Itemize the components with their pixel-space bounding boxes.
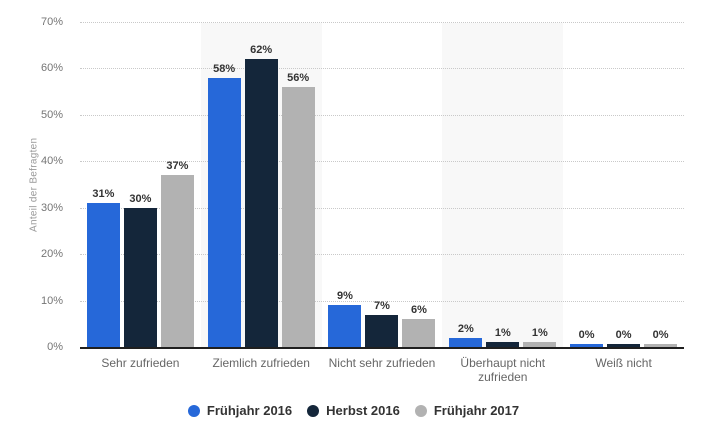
bar[interactable]: 9%: [328, 290, 362, 347]
y-tick-label: 40%: [40, 155, 63, 168]
legend-label: Frühjahr 2017: [433, 403, 520, 418]
bar-value-label: 56%: [287, 72, 310, 84]
bar[interactable]: 7%: [365, 300, 399, 347]
bar[interactable]: 37%: [160, 160, 194, 347]
y-tick-label: 20%: [40, 248, 63, 261]
bar-value-label: 6%: [411, 304, 427, 317]
bar-value-label: 37%: [166, 160, 189, 173]
bar-value-label: 31%: [92, 188, 115, 201]
legend-label: Herbst 2016: [326, 403, 400, 418]
bar-value-label: 9%: [337, 290, 353, 303]
legend: Frühjahr 2016 Herbst 2016 Frühjahr 2017: [0, 403, 707, 418]
bar-value-label: 0%: [615, 329, 632, 341]
y-axis-ticks: 0% 10% 20% 30% 40% 50% 60% 70%: [0, 16, 63, 353]
bar[interactable]: 0%: [607, 329, 641, 347]
legend-label: Frühjahr 2016: [206, 403, 293, 418]
bar-value-label: 58%: [213, 62, 236, 75]
bar[interactable]: 1%: [486, 327, 520, 347]
bar-value-label: 0%: [652, 329, 669, 341]
gridline: [80, 254, 684, 256]
bar-value-label: 62%: [250, 44, 273, 57]
plot-area: 31% 30% 37% 58% 62% 56% 9% 7% 6% 2% 1% 1% 0% 0% 0%: [80, 22, 684, 349]
bar[interactable]: 56%: [281, 72, 315, 347]
category-label: Überhaupt nicht zufrieden: [460, 356, 546, 385]
bar[interactable]: 62%: [244, 44, 278, 347]
bar[interactable]: 58%: [207, 63, 241, 347]
category-label: Sehr zufrieden: [101, 356, 180, 370]
y-tick-label: 10%: [40, 294, 63, 307]
legend-swatch-icon: [307, 404, 320, 417]
legend-item[interactable]: Frühjahr 2016: [187, 403, 293, 418]
gridline: [80, 68, 684, 70]
bar[interactable]: 6%: [402, 304, 436, 347]
gridline: [80, 207, 684, 209]
y-tick-label: 0%: [47, 341, 63, 353]
bar-group: 0% 0% 0%: [563, 22, 684, 347]
y-tick-label: 70%: [40, 16, 63, 28]
bar-value-label: 2%: [457, 322, 474, 335]
y-tick-label: 30%: [40, 201, 63, 214]
bar[interactable]: 31%: [86, 188, 120, 347]
category-label: Ziemlich zufrieden: [212, 356, 310, 370]
bar-value-label: 7%: [374, 299, 390, 312]
bar-group: 58% 62% 56%: [201, 22, 322, 347]
x-axis-labels: Sehr zufrieden Ziemlich zufrieden Nicht se…: [80, 356, 684, 385]
gridline: [80, 22, 684, 23]
legend-item[interactable]: Frühjahr 2017: [414, 403, 520, 418]
legend-item[interactable]: Herbst 2016: [307, 403, 400, 418]
legend-swatch-icon: [414, 404, 427, 417]
bar-value-label: 30%: [129, 192, 152, 205]
gridline: [80, 161, 684, 163]
bar-groups: 31% 30% 37% 58% 62% 56% 9% 7% 6% 2% 1% 1% 0% 0% 0%: [80, 22, 684, 347]
bar-value-label: 1%: [531, 327, 548, 340]
bar[interactable]: 2%: [449, 323, 483, 347]
bar[interactable]: 30%: [123, 193, 157, 347]
bar[interactable]: 0%: [644, 329, 678, 347]
category-background-band: [442, 23, 564, 347]
bar[interactable]: 0%: [570, 329, 604, 347]
bar-group: 2% 1% 1%: [442, 22, 563, 347]
category-label: Weiß nicht: [595, 356, 652, 370]
bar-value-label: 0%: [578, 329, 595, 341]
legend-swatch-icon: [187, 404, 200, 417]
bar-value-label: 1%: [494, 327, 511, 340]
gridline: [80, 300, 684, 302]
y-tick-label: 60%: [40, 62, 63, 75]
gridline: [80, 114, 684, 116]
bar[interactable]: 1%: [523, 327, 557, 347]
bar-group: 31% 30% 37%: [80, 22, 201, 347]
category-label: Nicht sehr zufrieden: [328, 356, 436, 370]
bar-group: 9% 7% 6%: [322, 22, 443, 347]
y-tick-label: 50%: [40, 108, 63, 121]
